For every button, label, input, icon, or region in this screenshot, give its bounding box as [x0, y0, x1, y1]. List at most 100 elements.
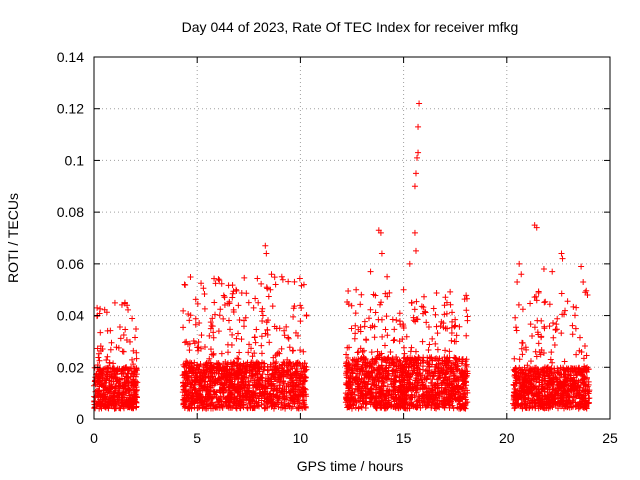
data-point: [269, 271, 275, 277]
data-point: [570, 331, 576, 337]
data-point: [401, 345, 407, 351]
data-point: [562, 308, 568, 314]
data-point: [550, 320, 556, 326]
data-point: [554, 316, 560, 322]
data-point: [120, 348, 126, 354]
data-point: [366, 315, 372, 321]
data-point: [407, 261, 413, 267]
data-point: [349, 325, 355, 331]
data-point: [412, 306, 418, 312]
data-point: [193, 316, 199, 322]
data-point: [413, 248, 419, 254]
data-point: [368, 269, 374, 275]
data-point: [582, 343, 588, 349]
data-point: [435, 330, 441, 336]
data-point: [107, 360, 113, 366]
data-point: [373, 309, 379, 315]
data-point: [352, 330, 358, 336]
data-point: [258, 281, 264, 287]
data-point: [258, 343, 264, 349]
data-point: [216, 328, 222, 334]
data-point: [446, 348, 452, 354]
data-point: [448, 338, 454, 344]
data-point: [444, 326, 450, 332]
data-point: [298, 305, 304, 311]
data-point: [528, 358, 534, 364]
chart-title: Day 044 of 2023, Rate Of TEC Index for r…: [182, 19, 519, 35]
x-tick-label: 20: [499, 430, 515, 446]
data-point: [429, 336, 435, 342]
data-point: [362, 323, 368, 329]
x-tick-label: 15: [396, 430, 412, 446]
data-point: [262, 243, 268, 249]
data-point: [558, 251, 564, 257]
data-point: [520, 306, 526, 312]
data-point: [182, 281, 188, 287]
data-point: [121, 332, 127, 338]
data-point: [129, 316, 135, 322]
data-point: [412, 230, 418, 236]
data-point: [397, 318, 403, 324]
data-point: [442, 347, 448, 353]
data-point: [125, 307, 131, 313]
data-point: [266, 293, 272, 299]
data-point: [117, 324, 123, 330]
data-point: [196, 339, 202, 345]
data-point: [253, 327, 259, 333]
data-point: [390, 317, 396, 323]
data-point: [230, 282, 236, 288]
data-point: [382, 343, 388, 349]
data-point: [423, 319, 429, 325]
data-point: [266, 339, 272, 345]
data-point: [447, 289, 453, 295]
data-point: [426, 324, 432, 330]
data-point: [523, 344, 529, 350]
data-point: [209, 315, 215, 321]
data-point: [434, 290, 440, 296]
data-point: [243, 290, 249, 296]
data-point: [122, 326, 128, 332]
data-point: [379, 317, 385, 323]
data-point: [532, 324, 538, 330]
data-point: [188, 274, 194, 280]
data-point: [408, 345, 414, 351]
data-point: [516, 261, 522, 267]
data-point: [290, 348, 296, 354]
y-tick-label: 0.14: [57, 49, 84, 65]
data-point: [514, 279, 520, 285]
data-point: [413, 349, 419, 355]
data-point: [211, 299, 217, 305]
data-point: [209, 323, 215, 329]
data-point: [297, 302, 303, 308]
data-point: [372, 334, 378, 340]
data-point: [358, 292, 364, 298]
y-axis-label: ROTI / TECUs: [5, 193, 21, 283]
data-point: [226, 317, 232, 323]
data-point: [412, 183, 418, 189]
data-point: [379, 334, 385, 340]
y-tick-label: 0.08: [57, 204, 84, 220]
data-point: [352, 336, 358, 342]
data-point: [133, 326, 139, 332]
data-point: [573, 326, 579, 332]
data-point: [570, 304, 576, 310]
roti-scatter-chart: Day 044 of 2023, Rate Of TEC Index for r…: [0, 0, 640, 480]
data-point: [345, 288, 351, 294]
data-point: [352, 323, 358, 329]
data-point: [456, 324, 462, 330]
data-point: [420, 304, 426, 310]
data-point: [211, 276, 217, 282]
x-axis-label: GPS time / hours: [297, 458, 404, 474]
data-point: [259, 318, 265, 324]
data-point: [581, 355, 587, 361]
data-point: [513, 324, 519, 330]
data-point: [379, 251, 385, 257]
data-point: [548, 356, 554, 362]
data-point: [516, 302, 522, 308]
data-point: [251, 305, 257, 311]
data-point: [280, 277, 286, 283]
data-point: [538, 318, 544, 324]
data-point: [420, 367, 426, 373]
data-point: [229, 332, 235, 338]
data-point: [300, 349, 306, 355]
